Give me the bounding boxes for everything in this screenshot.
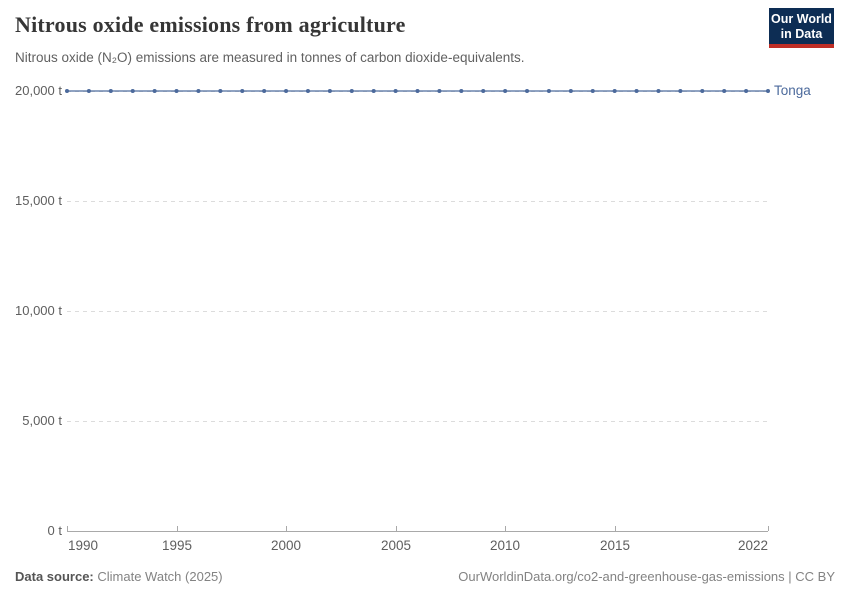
x-axis-tick-label: 1990: [68, 538, 99, 553]
x-axis-tick-label: 2015: [599, 538, 631, 553]
x-axis-tick-label: 2010: [489, 538, 521, 553]
logo-red-stripe: [769, 44, 834, 48]
data-point-marker[interactable]: [568, 89, 573, 93]
y-gridline: [67, 201, 768, 202]
x-axis-tick: [505, 526, 506, 531]
data-point-marker[interactable]: [503, 89, 508, 93]
chart-title: Nitrous oxide emissions from agriculture: [15, 12, 406, 37]
y-axis-tick-label: 5,000 t: [22, 413, 62, 428]
chart-subtitle: Nitrous oxide (N₂O) emissions are measur…: [15, 50, 525, 65]
data-point-marker[interactable]: [86, 89, 91, 93]
data-point-marker[interactable]: [218, 89, 223, 93]
x-axis-tick-label: 1995: [161, 538, 193, 553]
data-point-marker[interactable]: [174, 89, 179, 93]
data-point-marker[interactable]: [152, 89, 157, 93]
x-axis-tick: [177, 526, 178, 531]
data-point-marker[interactable]: [546, 89, 551, 93]
data-point-marker[interactable]: [262, 89, 267, 93]
data-point-marker[interactable]: [284, 89, 289, 93]
data-point-marker[interactable]: [634, 89, 639, 93]
data-point-marker[interactable]: [240, 89, 245, 93]
y-axis-tick-label: 10,000 t: [15, 303, 62, 318]
x-axis-line: [67, 531, 768, 532]
x-axis-tick: [396, 526, 397, 531]
data-point-marker[interactable]: [481, 89, 486, 93]
data-point-marker[interactable]: [525, 89, 530, 93]
data-source-value: Climate Watch (2025): [97, 569, 223, 584]
data-point-marker[interactable]: [612, 89, 617, 93]
chart-footer: Data source: Climate Watch (2025) OurWor…: [15, 569, 835, 584]
data-point-marker[interactable]: [437, 89, 442, 93]
data-point-marker[interactable]: [305, 89, 310, 93]
data-source-label: Data source:: [15, 569, 94, 584]
data-point-marker[interactable]: [65, 89, 69, 93]
data-point-marker[interactable]: [415, 89, 420, 93]
logo-text-line1: Our World: [771, 12, 832, 26]
y-axis-tick-label: 20,000 t: [15, 83, 62, 98]
data-point-marker[interactable]: [459, 89, 464, 93]
data-point-marker[interactable]: [590, 89, 595, 93]
data-point-marker[interactable]: [349, 89, 354, 93]
credit-link[interactable]: OurWorldinData.org/co2-and-greenhouse-ga…: [458, 569, 835, 584]
series-label-tonga[interactable]: Tonga: [774, 83, 811, 98]
data-point-marker[interactable]: [393, 89, 398, 93]
x-axis-tick: [67, 526, 68, 531]
x-axis-tick: [286, 526, 287, 531]
x-axis-tick-label: 2000: [270, 538, 302, 553]
data-point-marker[interactable]: [196, 89, 201, 93]
data-point-marker[interactable]: [744, 89, 749, 93]
x-axis-tick: [615, 526, 616, 531]
data-point-marker[interactable]: [722, 89, 727, 93]
data-point-marker[interactable]: [327, 89, 332, 93]
y-gridline: [67, 421, 768, 422]
logo-text-line2: in Data: [780, 27, 823, 41]
data-source: Data source: Climate Watch (2025): [15, 569, 223, 584]
x-axis-tick: [768, 526, 769, 531]
y-axis-tick-label: 15,000 t: [15, 193, 62, 208]
data-point-marker[interactable]: [108, 89, 113, 93]
x-axis-tick-label: 2022: [737, 538, 768, 553]
y-gridline: [67, 311, 768, 312]
data-point-marker[interactable]: [656, 89, 661, 93]
data-point-marker[interactable]: [678, 89, 683, 93]
data-point-marker[interactable]: [130, 89, 135, 93]
data-point-marker[interactable]: [700, 89, 705, 93]
data-point-marker[interactable]: [766, 89, 770, 93]
y-axis-tick-label: 0 t: [47, 523, 62, 538]
owid-logo[interactable]: Our World in Data: [769, 8, 834, 48]
x-axis-tick-label: 2005: [380, 538, 412, 553]
data-point-marker[interactable]: [371, 89, 376, 93]
